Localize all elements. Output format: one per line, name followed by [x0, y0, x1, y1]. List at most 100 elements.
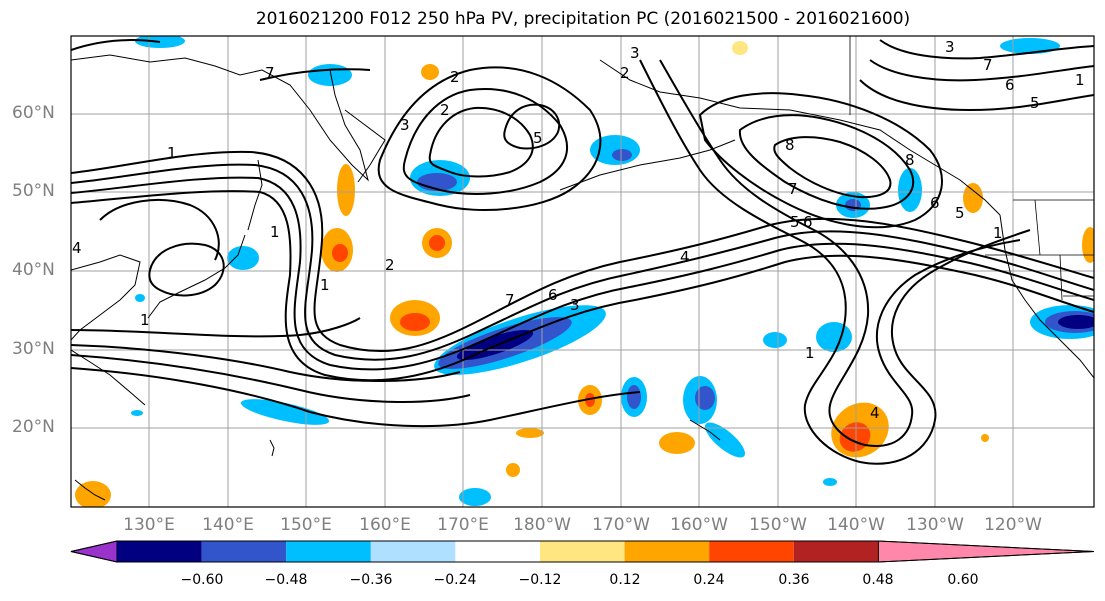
precip-blob: [763, 332, 787, 348]
colorbar-segment: [624, 541, 710, 562]
contour-label: 1: [167, 144, 177, 162]
contour-label: 1: [993, 224, 1003, 242]
lon-label: 130°E: [123, 515, 175, 535]
pv-contour: [402, 88, 569, 195]
contour-label: 2: [450, 68, 460, 86]
lon-label: 160°W: [670, 515, 728, 535]
lon-label: 170°E: [437, 515, 489, 535]
colorbar-tick-label: 0.24: [693, 572, 725, 588]
pv-contour: [503, 103, 560, 150]
pv-contour: [639, 59, 1031, 465]
precip-blob: [75, 481, 111, 507]
colorbar-tick-label: 0.12: [609, 572, 641, 588]
lon-label: 120°W: [984, 515, 1042, 535]
precip-blob: [590, 135, 640, 165]
colorbar-segment: [455, 541, 540, 562]
colorbar-segment: [286, 541, 371, 562]
pv-contour: [71, 39, 161, 51]
lon-label: 170°W: [592, 515, 650, 535]
pv-contour: [869, 59, 1094, 82]
contour-label: 1: [270, 223, 280, 241]
contour-label: 5: [533, 129, 543, 147]
contour-label: 1: [1075, 71, 1085, 89]
lon-label: 150°E: [280, 515, 332, 535]
contour-label: 2: [385, 256, 395, 274]
precip-blob: [227, 246, 259, 270]
contour-label: 7: [265, 64, 275, 82]
precip-blob: [506, 463, 520, 477]
contour-label: 3: [945, 38, 955, 56]
colorbar-tick-label: −0.12: [518, 572, 562, 588]
colorbar-tick-label: −0.24: [433, 572, 477, 588]
precip-blob: [131, 410, 143, 416]
contour-label: 7: [983, 56, 993, 74]
contour-label: 8: [905, 151, 915, 169]
precip-blob: [400, 313, 430, 331]
contour-label: 5: [955, 204, 965, 222]
pv-contours: [71, 39, 1094, 465]
lon-label: 130°W: [906, 515, 964, 535]
colorbar-segment: [709, 541, 794, 562]
coastline-asia: [71, 54, 369, 182]
contour-label: 7: [788, 180, 798, 198]
boundaries: [849, 36, 1094, 301]
contour-label: 5: [790, 213, 800, 231]
map-frame: [70, 35, 1095, 508]
precip-blob: [1000, 38, 1060, 54]
precip-blob: [981, 434, 989, 442]
colorbar-segment: [370, 541, 456, 562]
pv-contour: [879, 39, 1094, 60]
precip-blob: [516, 428, 544, 438]
precip-blob: [659, 432, 695, 454]
pv-contour: [859, 79, 1094, 112]
pv-contour: [773, 136, 892, 199]
pv-contour: [377, 66, 602, 211]
pv-contour: [71, 317, 361, 338]
pv-contour: [71, 176, 1094, 371]
precip-blob: [421, 64, 439, 80]
contour-label: 6: [930, 194, 940, 212]
precip-shading: [75, 36, 1094, 507]
colorbar-segment: [70, 540, 118, 563]
coastline-alaska: [599, 59, 1001, 216]
contour-label: 5: [1030, 94, 1040, 112]
coastline-guam: [269, 439, 275, 457]
contour-label: 1: [140, 311, 150, 329]
contour-label: 3: [630, 44, 640, 62]
precip-blob: [1058, 315, 1094, 329]
lat-label: 40°N: [12, 260, 55, 280]
precip-blob: [459, 488, 491, 506]
contour-label: 7: [505, 291, 515, 309]
precip-blob: [963, 183, 983, 213]
pv-contour: [659, 59, 1021, 447]
map-title: 2016021200 F012 250 hPa PV, precipitatio…: [255, 9, 911, 29]
contour-label: 4: [72, 239, 82, 257]
colorbar-segment: [877, 540, 1095, 563]
lon-label: 180°W: [513, 515, 571, 535]
precip-blob: [135, 294, 145, 302]
pv-contour: [738, 114, 915, 210]
colorbar-tick-label: −0.60: [180, 572, 224, 588]
precip-blob: [308, 64, 352, 86]
coastline-korea-china: [71, 254, 141, 341]
pv-contour: [99, 199, 220, 261]
coastline-sakhalin: [247, 159, 263, 231]
coastline-kamchatka: [344, 109, 386, 183]
pv-contour: [148, 242, 225, 297]
contour-label: 6: [803, 213, 813, 231]
contour-label: 2: [620, 64, 630, 82]
precip-blob: [585, 393, 595, 407]
precip-blob: [704, 422, 746, 458]
lon-label: 140°W: [827, 515, 885, 535]
precip-blob: [823, 478, 837, 486]
contour-label: 8: [785, 136, 795, 154]
coastline-japan: [147, 234, 246, 319]
coastline-philippines: [74, 479, 106, 501]
precip-blob: [1082, 227, 1094, 263]
lat-label: 20°N: [12, 417, 55, 437]
coastline-aleutians: [559, 139, 736, 191]
precip-blob: [337, 164, 355, 216]
pv-contour: [428, 106, 534, 178]
precip-blob: [732, 41, 748, 55]
